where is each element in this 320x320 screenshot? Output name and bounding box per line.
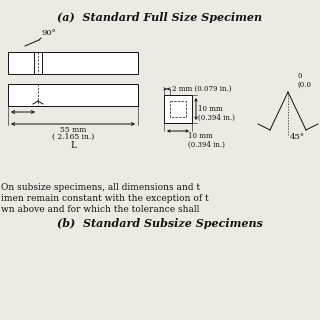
Text: 45°: 45°: [290, 133, 305, 141]
Text: 10 mm
(0.394 in.): 10 mm (0.394 in.): [188, 132, 225, 149]
Text: imen remain constant with the exception of t: imen remain constant with the exception …: [1, 194, 209, 203]
Text: 0
(0.0: 0 (0.0: [298, 72, 312, 89]
Text: wn above and for which the tolerance shall: wn above and for which the tolerance sha…: [1, 205, 199, 214]
Bar: [8, 52, 138, 74]
Text: 90°: 90°: [42, 29, 57, 37]
Bar: [170, 101, 186, 117]
Text: ( 2.165 in.): ( 2.165 in.): [52, 133, 94, 141]
Text: 2 mm (0.079 in.): 2 mm (0.079 in.): [172, 85, 231, 93]
Text: (a)  Standard Full Size Specimen: (a) Standard Full Size Specimen: [57, 12, 263, 23]
Text: L: L: [70, 141, 76, 150]
Text: 10 mm
(0.394 in.): 10 mm (0.394 in.): [198, 105, 235, 122]
Text: 55 mm: 55 mm: [60, 126, 86, 134]
Bar: [164, 95, 192, 123]
Bar: [8, 84, 138, 106]
Text: (b)  Standard Subsize Specimens: (b) Standard Subsize Specimens: [57, 218, 263, 229]
Text: On subsize specimens, all dimensions and t: On subsize specimens, all dimensions and…: [1, 183, 200, 192]
